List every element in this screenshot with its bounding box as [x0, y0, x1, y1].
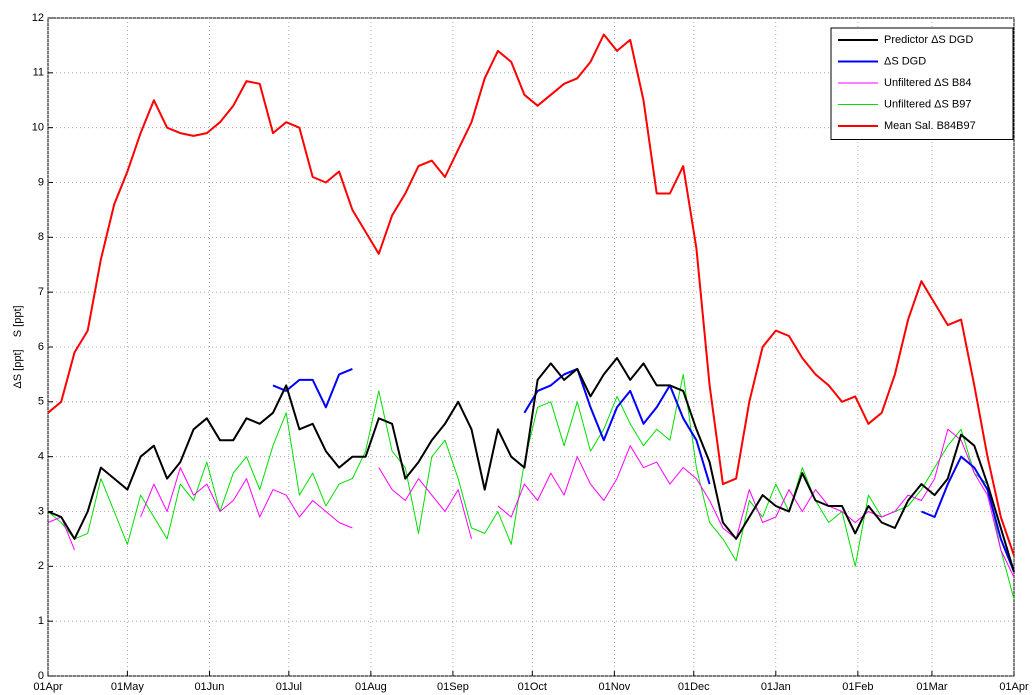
- series-line: [47, 33, 1015, 556]
- y-tick-label: 8: [38, 231, 44, 243]
- y-tick-label: 1: [38, 615, 44, 627]
- x-tick-label: 01Jul: [276, 681, 302, 693]
- x-tick-label: 01Jan: [761, 681, 791, 693]
- y-tick-label: 0: [38, 670, 44, 682]
- y-tick-label: 11: [33, 67, 44, 79]
- y-tick-label: 2: [38, 560, 44, 572]
- legend-label: Predictor ΔS DGD: [884, 34, 973, 46]
- y-tick-label: 7: [38, 286, 44, 298]
- x-tick-label: 01Oct: [518, 681, 547, 693]
- x-tick-label: 01Jun: [194, 681, 224, 693]
- x-tick-label: 01Sep: [437, 681, 469, 693]
- y-tick-label: 4: [38, 451, 44, 463]
- legend-box: [830, 27, 1014, 140]
- x-tick-label: 01May: [111, 681, 145, 693]
- legend-label: Unfiltered ΔS B97: [884, 98, 971, 110]
- series-line: [47, 357, 1015, 573]
- x-tick-label: 01Dec: [678, 681, 710, 693]
- y-tick-label: 5: [38, 396, 44, 408]
- x-tick-label: 01Nov: [598, 681, 630, 693]
- y-tick-label: 9: [38, 176, 44, 188]
- legend-label: Unfiltered ΔS B84: [884, 77, 971, 89]
- x-tick-label: 01Aug: [355, 681, 387, 693]
- y-tick-label: 6: [38, 341, 44, 353]
- series-line: [272, 367, 1015, 573]
- y-axis-label: ΔS [ppt] S [ppt]: [12, 305, 24, 388]
- x-tick-label: 01Mar: [916, 681, 948, 693]
- legend-label: ΔS DGD: [884, 55, 926, 67]
- x-tick-label: 01Feb: [842, 681, 873, 693]
- y-tick-label: 3: [38, 505, 44, 517]
- y-tick-label: 10: [32, 122, 44, 134]
- x-tick-label: 01Apr: [33, 681, 63, 693]
- legend-label: Mean Sal. B84B97: [884, 120, 976, 132]
- y-tick-label: 12: [32, 12, 44, 24]
- x-tick-label: 01Apr: [999, 681, 1029, 693]
- series-line: [47, 373, 1015, 600]
